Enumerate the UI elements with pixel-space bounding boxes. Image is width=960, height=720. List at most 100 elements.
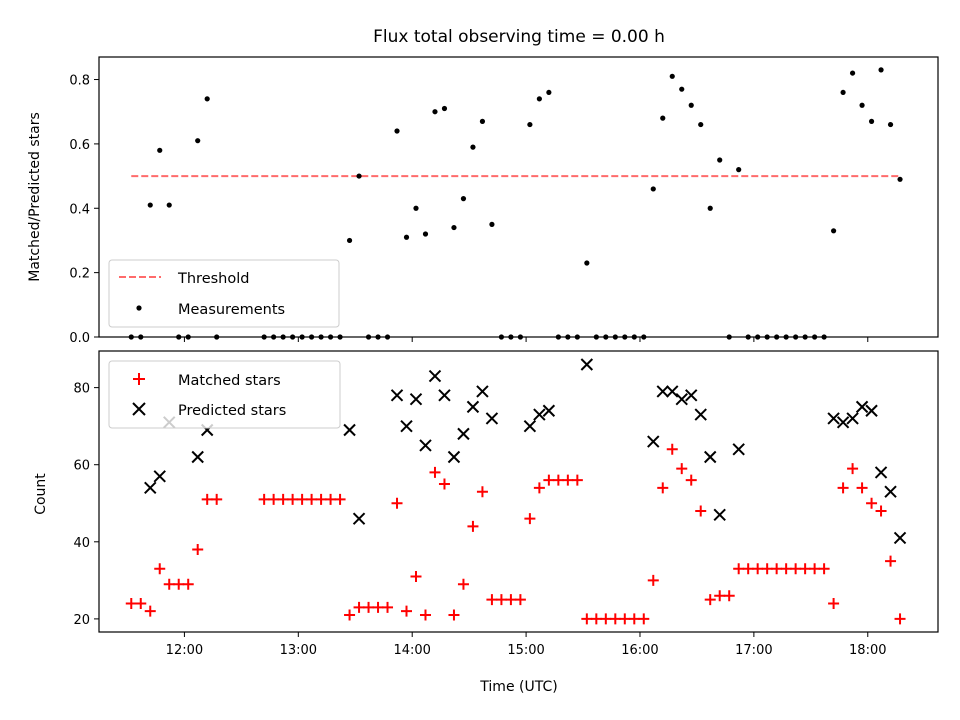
matched-star-point bbox=[334, 493, 346, 505]
bottom-legend-box bbox=[108, 360, 341, 429]
matched-star-point bbox=[704, 594, 716, 606]
matched-star-point bbox=[837, 482, 849, 494]
measurement-point bbox=[460, 196, 467, 202]
matched-star-point bbox=[277, 493, 289, 505]
matched-star-point bbox=[163, 578, 175, 590]
predicted-star-point bbox=[675, 392, 688, 406]
matched-star-point bbox=[315, 493, 327, 505]
matched-star-point bbox=[771, 563, 783, 575]
matched-star-point bbox=[410, 570, 422, 582]
matched-star-point bbox=[325, 493, 337, 505]
legend-matched-swatch bbox=[133, 373, 145, 385]
matched-star-point bbox=[733, 563, 745, 575]
predicted-star-point bbox=[400, 419, 413, 433]
measurement-point bbox=[356, 173, 362, 179]
measurement-point bbox=[840, 89, 846, 96]
matched-star-point bbox=[552, 474, 564, 486]
matched-star-point bbox=[363, 601, 375, 613]
legend-predicted-label: Predicted stars bbox=[178, 403, 286, 419]
measurement-point bbox=[887, 121, 894, 128]
predicted-star-point bbox=[732, 443, 745, 456]
measurement-point bbox=[707, 205, 713, 211]
matched-star-point bbox=[685, 474, 697, 486]
measurement-point bbox=[688, 102, 694, 108]
matched-star-point bbox=[790, 563, 802, 575]
matched-star-point bbox=[296, 493, 308, 505]
chart-title: Flux total observing time = 0.00 h bbox=[373, 27, 665, 47]
measurement-point bbox=[736, 167, 742, 173]
legend-threshold-label: Threshold bbox=[177, 271, 249, 287]
measurement-point bbox=[413, 205, 419, 211]
matched-star-point bbox=[486, 594, 498, 606]
predicted-star-point bbox=[457, 427, 470, 441]
matched-star-point bbox=[742, 563, 754, 575]
x-tick-label: 18:00 bbox=[849, 643, 886, 658]
predicted-star-point bbox=[438, 389, 451, 402]
legend-measurements-swatch bbox=[136, 305, 142, 311]
matched-star-point bbox=[391, 497, 403, 509]
predicted-star-point bbox=[865, 404, 878, 417]
measurement-point bbox=[403, 234, 410, 240]
bottom-y-tick-label: 40 bbox=[73, 536, 90, 551]
matched-star-point bbox=[581, 613, 593, 625]
x-tick-label: 15:00 bbox=[507, 643, 544, 658]
bottom-panel: 12:00 13:00 14:00 15:00 16:00 17:00 18:00 20 40… bbox=[33, 350, 939, 695]
x-tick-label: 12:00 bbox=[166, 643, 203, 658]
matched-star-point bbox=[287, 493, 299, 505]
matched-star-point bbox=[344, 609, 356, 621]
matched-star-point bbox=[429, 466, 441, 478]
matched-star-point bbox=[476, 486, 488, 498]
matched-star-point bbox=[258, 493, 270, 505]
matched-star-point bbox=[135, 597, 147, 609]
measurement-point bbox=[441, 105, 448, 112]
matched-star-point bbox=[306, 493, 318, 505]
predicted-star-point bbox=[884, 485, 897, 498]
matched-star-point bbox=[401, 605, 413, 617]
measurement-point bbox=[546, 89, 552, 96]
matched-star-point bbox=[192, 544, 204, 556]
predicted-star-point bbox=[447, 450, 461, 464]
measurement-point bbox=[346, 237, 353, 244]
matched-star-point bbox=[173, 578, 185, 590]
matched-star-point bbox=[419, 609, 431, 621]
matched-star-point bbox=[676, 463, 688, 475]
predicted-star-point bbox=[343, 423, 356, 437]
matched-star-point bbox=[856, 482, 868, 494]
matched-star-point bbox=[154, 563, 166, 575]
legend-measurements-label: Measurements bbox=[178, 302, 285, 318]
matched-star-point bbox=[382, 601, 394, 613]
matched-star-point bbox=[590, 613, 602, 625]
predicted-star-point bbox=[685, 389, 698, 402]
matched-star-point bbox=[752, 563, 764, 575]
measurement-point bbox=[166, 202, 172, 208]
predicted-star-point bbox=[419, 439, 432, 452]
matched-star-point bbox=[818, 563, 830, 575]
matched-star-point bbox=[723, 590, 735, 602]
measurement-point bbox=[660, 115, 666, 121]
predicted-star-point bbox=[191, 450, 204, 464]
predicted-star-point bbox=[656, 385, 669, 398]
bottom-plot-frame bbox=[98, 350, 939, 633]
top-legend: Threshold Measurements bbox=[108, 259, 340, 328]
matched-star-point bbox=[714, 590, 726, 602]
measurement-point bbox=[669, 73, 675, 79]
top-plot-frame bbox=[98, 56, 939, 338]
predicted-stars-points bbox=[144, 358, 907, 545]
predicted-star-point bbox=[485, 412, 499, 425]
predicted-star-point bbox=[846, 412, 859, 425]
predicted-star-point bbox=[827, 412, 840, 425]
bottom-y-ticks: 20 40 60 80 bbox=[73, 382, 99, 628]
predicted-star-point bbox=[390, 389, 404, 402]
matched-star-point bbox=[467, 520, 479, 532]
matched-star-point bbox=[894, 613, 906, 625]
top-x-ticks bbox=[183, 337, 869, 342]
predicted-star-point bbox=[428, 369, 442, 383]
x-tick-label: 17:00 bbox=[735, 643, 772, 658]
matched-star-point bbox=[211, 493, 223, 505]
matched-star-point bbox=[268, 493, 280, 505]
matched-star-point bbox=[695, 505, 707, 517]
legend-predicted-swatch bbox=[132, 402, 146, 416]
matched-stars-points bbox=[125, 443, 906, 625]
matched-star-point bbox=[438, 478, 450, 490]
matched-star-point bbox=[543, 474, 555, 486]
